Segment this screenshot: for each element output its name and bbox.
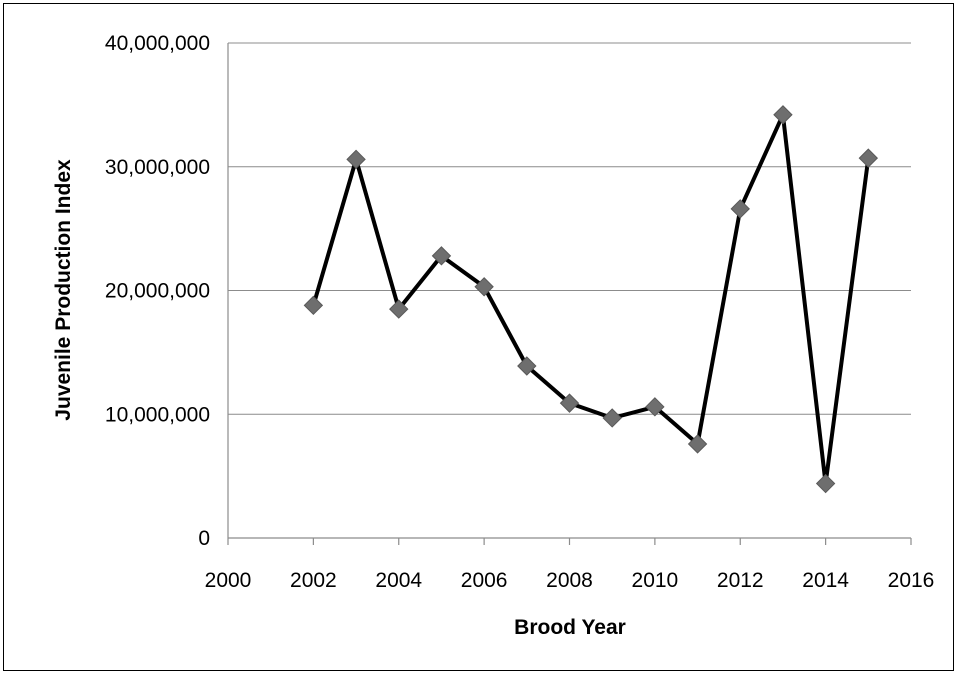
y-axis-title: Juvenile Production Index bbox=[52, 159, 75, 421]
x-tick-label-4: 2008 bbox=[546, 569, 593, 592]
series-line bbox=[311, 112, 871, 486]
data-point-2015 bbox=[858, 148, 879, 168]
data-point-2012 bbox=[730, 199, 750, 219]
y-tick-labels: 0 10,000,000 20,000,000 30,000,000 40,000,00… bbox=[105, 32, 210, 550]
data-point-2009 bbox=[602, 408, 622, 428]
y-tick-label-1: 10,000,000 bbox=[105, 403, 210, 426]
data-point-2014 bbox=[815, 473, 836, 494]
data-point-2002 bbox=[303, 295, 324, 316]
x-tick-label-6: 2012 bbox=[717, 569, 764, 592]
y-tick-label-4: 40,000,000 bbox=[105, 32, 210, 55]
data-point-2003 bbox=[346, 149, 366, 170]
data-point-2007 bbox=[517, 356, 537, 376]
x-tick-label-0: 2000 bbox=[205, 569, 252, 592]
y-tick-label-2: 20,000,000 bbox=[105, 280, 210, 303]
y-tick-label-0: 0 bbox=[198, 527, 210, 550]
data-point-2008 bbox=[559, 393, 580, 413]
x-axis-title: Brood Year bbox=[514, 616, 626, 639]
x-tick-label-3: 2006 bbox=[461, 569, 508, 592]
data-point-2010 bbox=[645, 397, 665, 417]
x-ticks bbox=[227, 538, 912, 545]
data-point-2013 bbox=[773, 105, 793, 125]
x-tick-label-1: 2002 bbox=[290, 569, 337, 592]
data-point-2006 bbox=[474, 277, 494, 297]
data-markers bbox=[303, 105, 879, 494]
gridlines bbox=[228, 42, 911, 415]
chart-frame bbox=[3, 3, 954, 671]
x-tick-label-7: 2014 bbox=[802, 569, 849, 592]
x-tick-label-2: 2004 bbox=[375, 569, 422, 592]
y-tick-label-3: 30,000,000 bbox=[105, 156, 210, 179]
data-point-2011 bbox=[687, 434, 708, 454]
x-tick-label-8: 2016 bbox=[888, 569, 935, 592]
x-tick-labels: 2000 2002 2004 2006 2008 2010 2012 2014 2016 bbox=[205, 569, 935, 592]
x-tick-label-5: 2010 bbox=[632, 569, 679, 592]
data-point-2005 bbox=[431, 246, 452, 266]
data-point-2004 bbox=[389, 299, 409, 319]
